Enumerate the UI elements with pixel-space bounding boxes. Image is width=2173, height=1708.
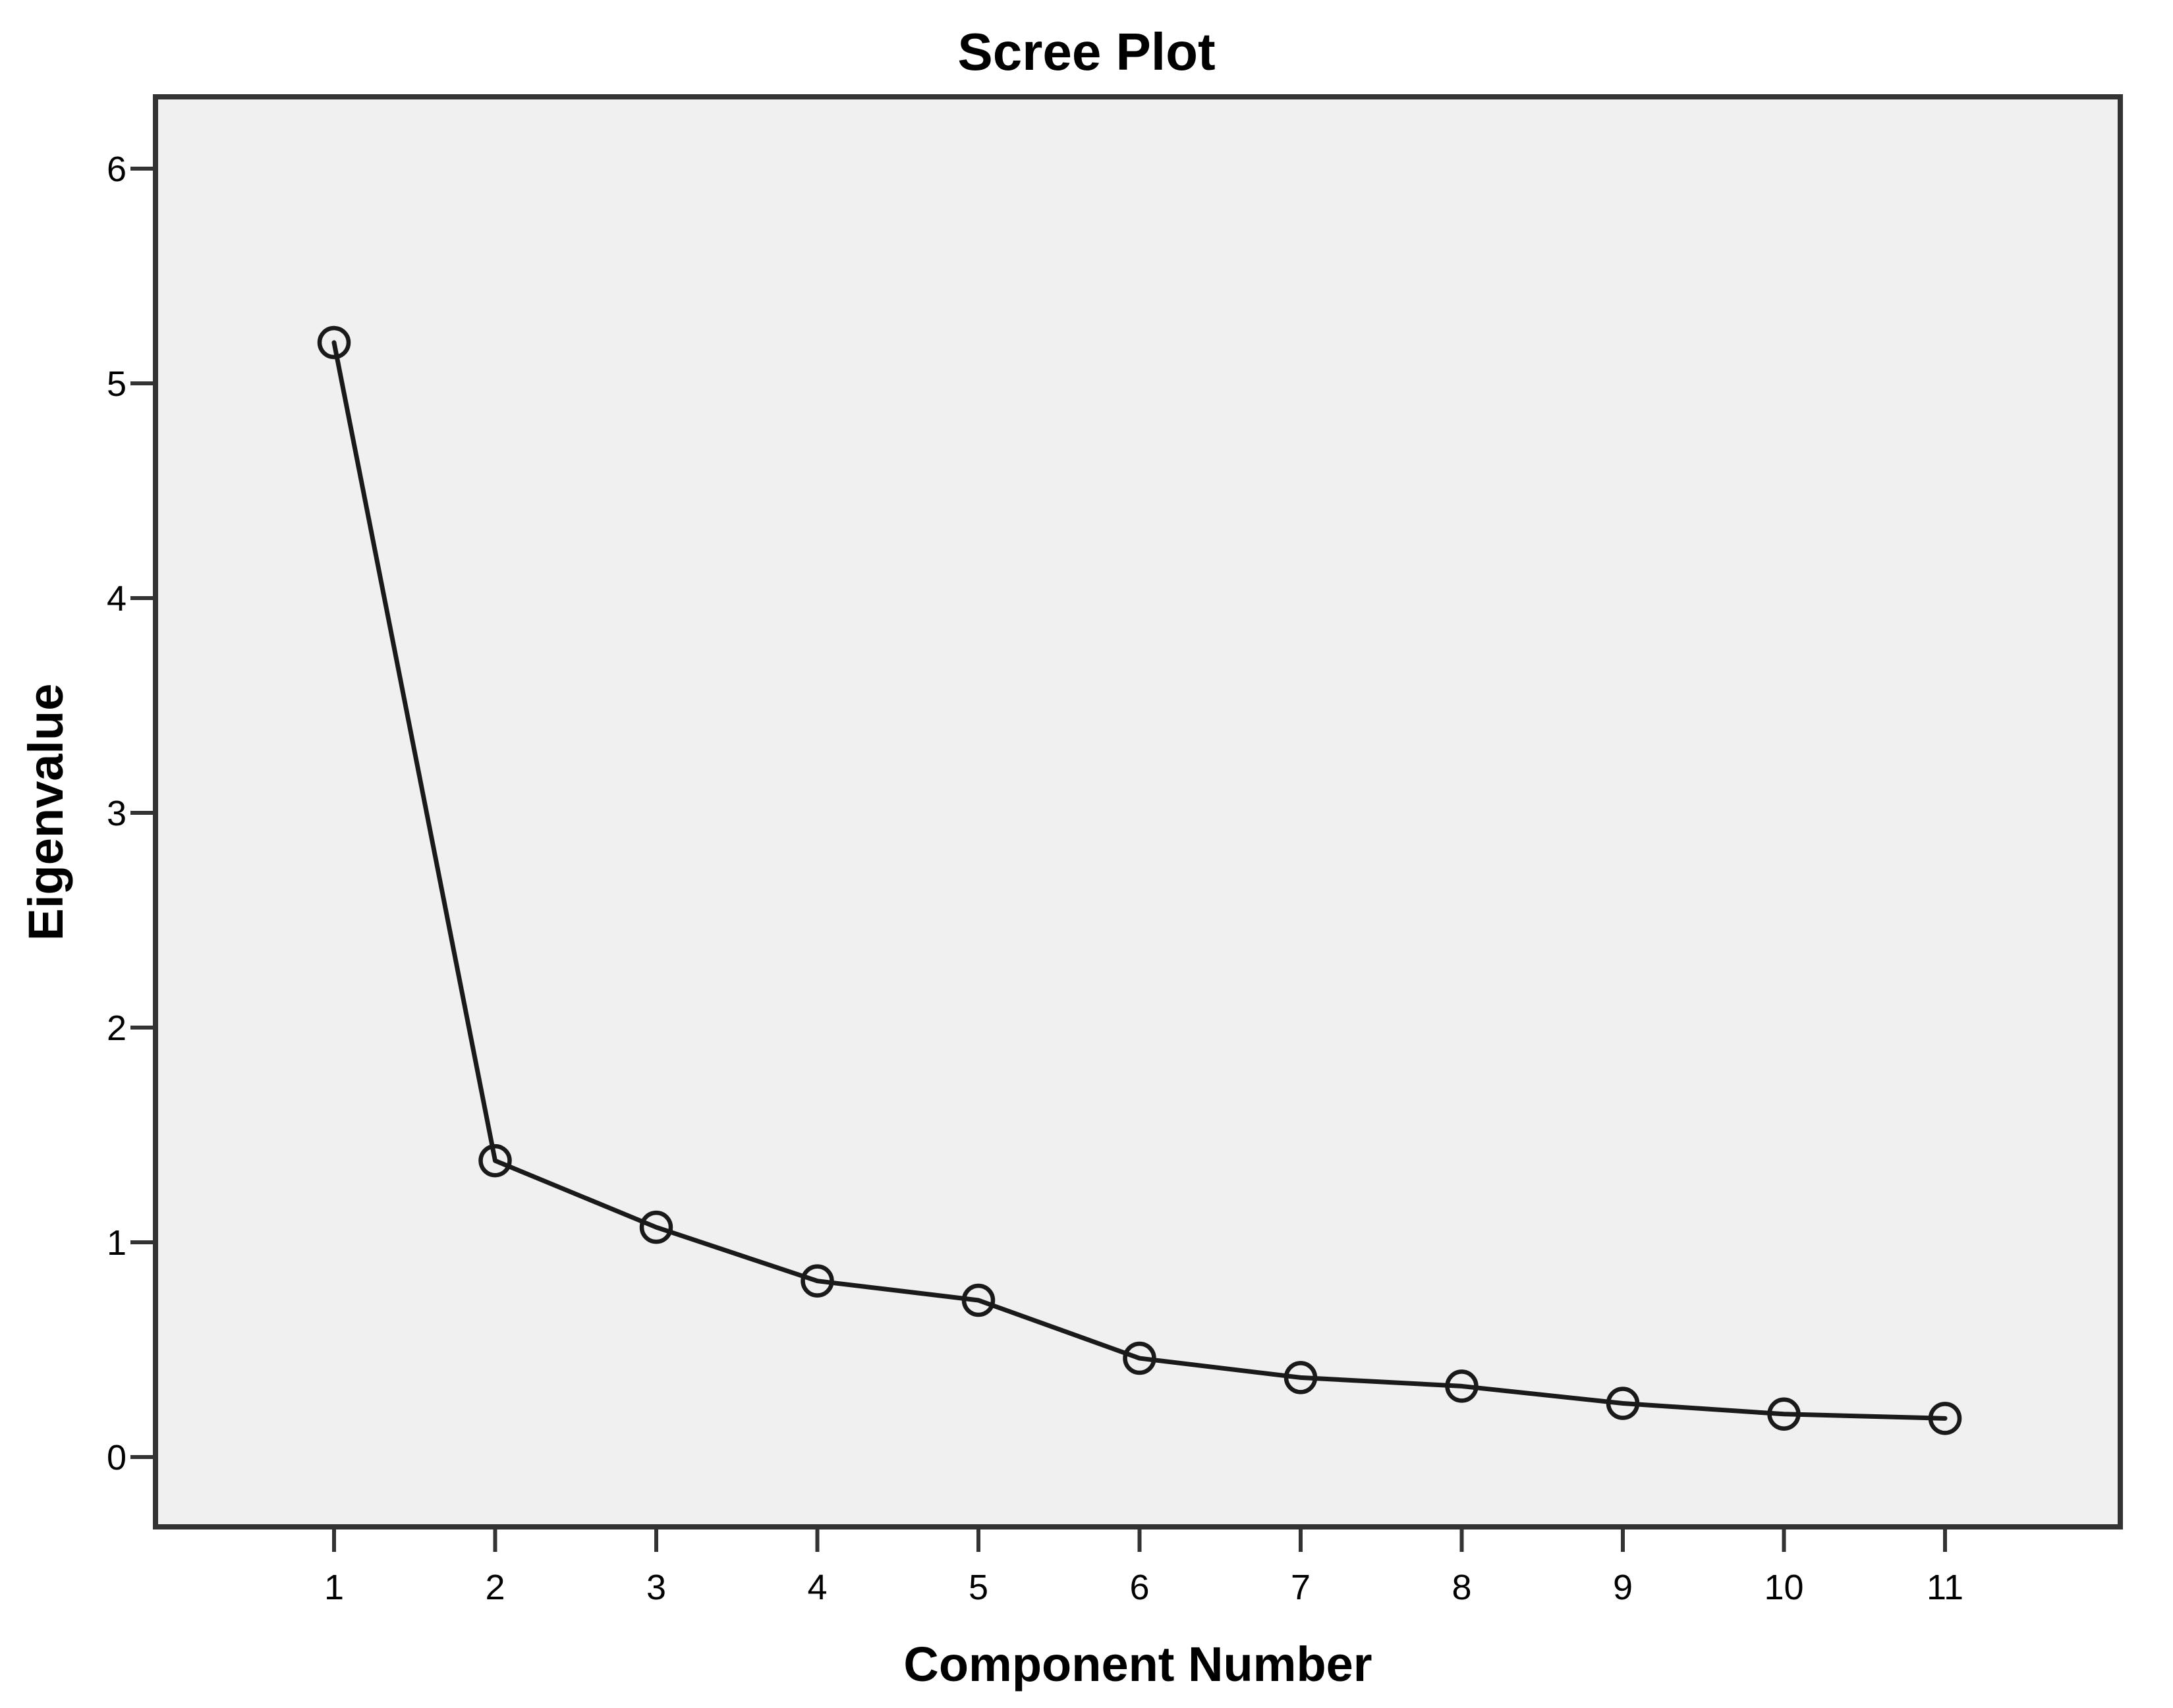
data-point-marker bbox=[1284, 1361, 1318, 1394]
x-tick-label: 3 bbox=[646, 1568, 666, 1607]
y-tick-label: 3 bbox=[107, 794, 127, 833]
x-tick-label: 4 bbox=[807, 1568, 827, 1607]
x-axis-label: Component Number bbox=[903, 1637, 1372, 1692]
data-point-marker bbox=[317, 325, 351, 360]
y-tick-label: 1 bbox=[107, 1223, 127, 1263]
data-point-marker bbox=[1445, 1369, 1479, 1403]
x-tick-label: 10 bbox=[1764, 1568, 1803, 1607]
x-tick-label: 5 bbox=[969, 1568, 988, 1607]
data-point-marker bbox=[1767, 1397, 1801, 1431]
y-axis-label: Eigenvalue bbox=[18, 684, 73, 941]
plot-frame bbox=[153, 94, 2123, 1529]
y-tick-label: 5 bbox=[107, 364, 127, 404]
x-tick-label: 2 bbox=[485, 1568, 505, 1607]
plot-area bbox=[155, 97, 2120, 1527]
data-point-marker bbox=[1123, 1341, 1156, 1375]
chart-title: Scree Plot bbox=[957, 22, 1215, 81]
x-tick-label: 8 bbox=[1452, 1568, 1471, 1607]
axis-ticks bbox=[130, 167, 1947, 1552]
x-tick-label: 6 bbox=[1129, 1568, 1149, 1607]
data-point-marker bbox=[961, 1283, 996, 1317]
y-tick-label: 0 bbox=[107, 1438, 127, 1477]
data-point-marker bbox=[1606, 1387, 1640, 1420]
data-point-marker bbox=[1928, 1402, 1962, 1435]
x-tick-label: 7 bbox=[1291, 1568, 1311, 1607]
x-tick-label: 11 bbox=[1927, 1568, 1963, 1607]
y-tick-label: 6 bbox=[107, 150, 127, 189]
data-point-marker bbox=[478, 1143, 512, 1178]
y-tick-label: 4 bbox=[107, 579, 127, 619]
eigenvalue-line bbox=[331, 340, 1948, 1421]
x-tick-label: 1 bbox=[324, 1568, 344, 1607]
data-point-marker bbox=[801, 1264, 834, 1298]
tick-labels: 0 1 2 3 4 5 6 1 2 3 4 5 6 7 8 9 10 11 bbox=[107, 150, 1963, 1607]
x-tick-label: 9 bbox=[1613, 1568, 1633, 1607]
data-point-markers bbox=[317, 325, 1962, 1435]
data-point-marker bbox=[639, 1210, 673, 1244]
y-tick-label: 2 bbox=[107, 1008, 127, 1048]
